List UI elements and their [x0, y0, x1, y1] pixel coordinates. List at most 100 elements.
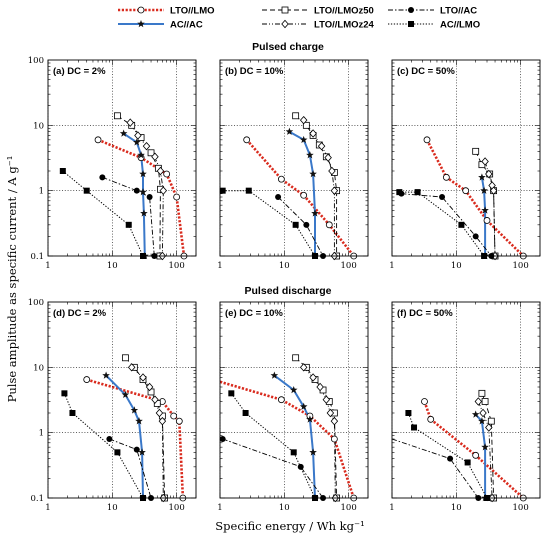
plot-frame [219, 301, 369, 499]
series-line-3 [480, 177, 487, 256]
x-tick-label: 1 [389, 261, 394, 271]
legend-marker-5 [408, 21, 414, 27]
data-point-3-0 [102, 371, 110, 379]
data-point-3-4 [309, 448, 317, 456]
panel-label: (d) DC = 2% [53, 308, 107, 319]
data-point-2-4 [326, 408, 335, 418]
data-point-4-1 [133, 446, 140, 453]
x-axis-title: Specific energy / Wh kg⁻¹ [215, 519, 364, 533]
series-line-5 [399, 191, 485, 256]
data-point-3-1 [121, 390, 130, 399]
plot-background [48, 60, 196, 256]
data-point-3-3 [309, 169, 317, 178]
data-point-2-1 [309, 373, 317, 382]
data-point-1-0 [292, 354, 300, 362]
data-point-2-3 [489, 186, 498, 195]
data-point-2-2 [145, 382, 154, 392]
x-tick-label: 1 [217, 503, 222, 513]
data-point-3-1 [289, 385, 298, 394]
data-point-0-1 [442, 173, 450, 181]
y-tick-label: 10 [33, 363, 44, 373]
panel-1: (b) DC = 10% 1 10 100 [217, 59, 369, 271]
x-tick-label: 10 [451, 503, 462, 513]
data-point-3-1 [132, 138, 141, 146]
y-tick-label: 0.1 [30, 494, 44, 504]
series-line-1 [481, 393, 495, 498]
row-title-pulsed-charge: Pulsed charge [252, 41, 324, 53]
data-point-3-4 [311, 209, 319, 217]
data-point-2-1 [139, 373, 147, 382]
data-point-4-0 [106, 435, 113, 442]
series-line-5 [222, 190, 316, 256]
data-point-0-0 [83, 376, 91, 383]
data-point-2-4 [328, 166, 336, 176]
x-tick-label: 100 [169, 503, 185, 513]
series-line-5 [62, 170, 144, 256]
data-point-3-2 [306, 151, 314, 159]
panel-label: (f) DC = 50% [397, 308, 453, 319]
data-point-0-0 [423, 136, 431, 144]
data-point-4-0 [99, 174, 106, 181]
panel-2: (c) DC = 50% 1 10 100 [389, 59, 541, 271]
data-point-3-0 [478, 173, 486, 181]
panel-label: (e) DC = 10% [225, 308, 283, 319]
legend-label-2: LTO//AC [440, 6, 477, 17]
data-point-4-1 [439, 193, 446, 200]
data-point-4-1 [297, 463, 304, 470]
data-point-5-1 [69, 409, 76, 416]
data-point-4-1 [447, 455, 454, 462]
panel-label: (c) DC = 50% [397, 66, 455, 77]
data-point-4-0 [275, 193, 282, 200]
data-point-4-0 [219, 435, 226, 442]
x-tick-label: 100 [169, 261, 185, 271]
data-point-3-1 [299, 135, 308, 144]
data-point-2-2 [317, 141, 326, 151]
data-point-2-4 [156, 166, 165, 176]
plot-frame [391, 59, 541, 257]
data-point-3-1 [478, 417, 486, 425]
data-point-2-4 [155, 408, 164, 418]
y-tick-label: 10 [33, 121, 44, 131]
data-point-3-2 [299, 402, 308, 410]
x-tick-label: 10 [451, 261, 462, 271]
series-line-4 [222, 438, 324, 498]
panel-label: (b) DC = 10% [225, 66, 284, 77]
data-point-1-3 [147, 149, 155, 157]
data-point-3-0 [119, 129, 128, 137]
data-point-5-0 [405, 409, 412, 416]
x-tick-label: 1 [45, 503, 50, 513]
data-point-3-0 [285, 127, 294, 135]
x-tick-label: 1 [389, 503, 394, 513]
data-point-3-3 [135, 417, 143, 425]
data-point-1-2 [487, 417, 495, 425]
x-tick-label: 100 [341, 261, 357, 271]
data-point-5-1 [414, 189, 421, 196]
data-point-2-5 [158, 416, 167, 426]
data-point-1-1 [302, 121, 310, 129]
data-point-1-0 [122, 354, 129, 362]
data-point-4-1 [133, 187, 140, 194]
data-point-2-5 [159, 186, 168, 195]
data-point-0-0 [421, 398, 428, 405]
legend-marker-1 [281, 6, 289, 14]
data-point-2-0 [481, 157, 489, 166]
data-point-0-1 [277, 175, 285, 183]
y-tick-label: 100 [28, 56, 44, 66]
legend-label-1: LTO//LMOz50 [314, 6, 374, 17]
data-point-3-2 [481, 443, 489, 451]
data-point-5-0 [61, 390, 68, 397]
data-point-2-1 [134, 131, 142, 140]
data-point-0-3 [325, 221, 333, 229]
y-tick-label: 1 [39, 429, 44, 439]
series-line-3 [273, 374, 316, 498]
data-point-2-1 [309, 129, 317, 138]
series-line-2 [484, 161, 496, 256]
data-point-2-5 [330, 186, 339, 195]
data-point-0-2 [462, 187, 470, 195]
plot-frame [219, 59, 369, 257]
series-line-2 [477, 401, 493, 498]
series-line-4 [401, 193, 492, 256]
data-point-2-0 [474, 397, 483, 406]
